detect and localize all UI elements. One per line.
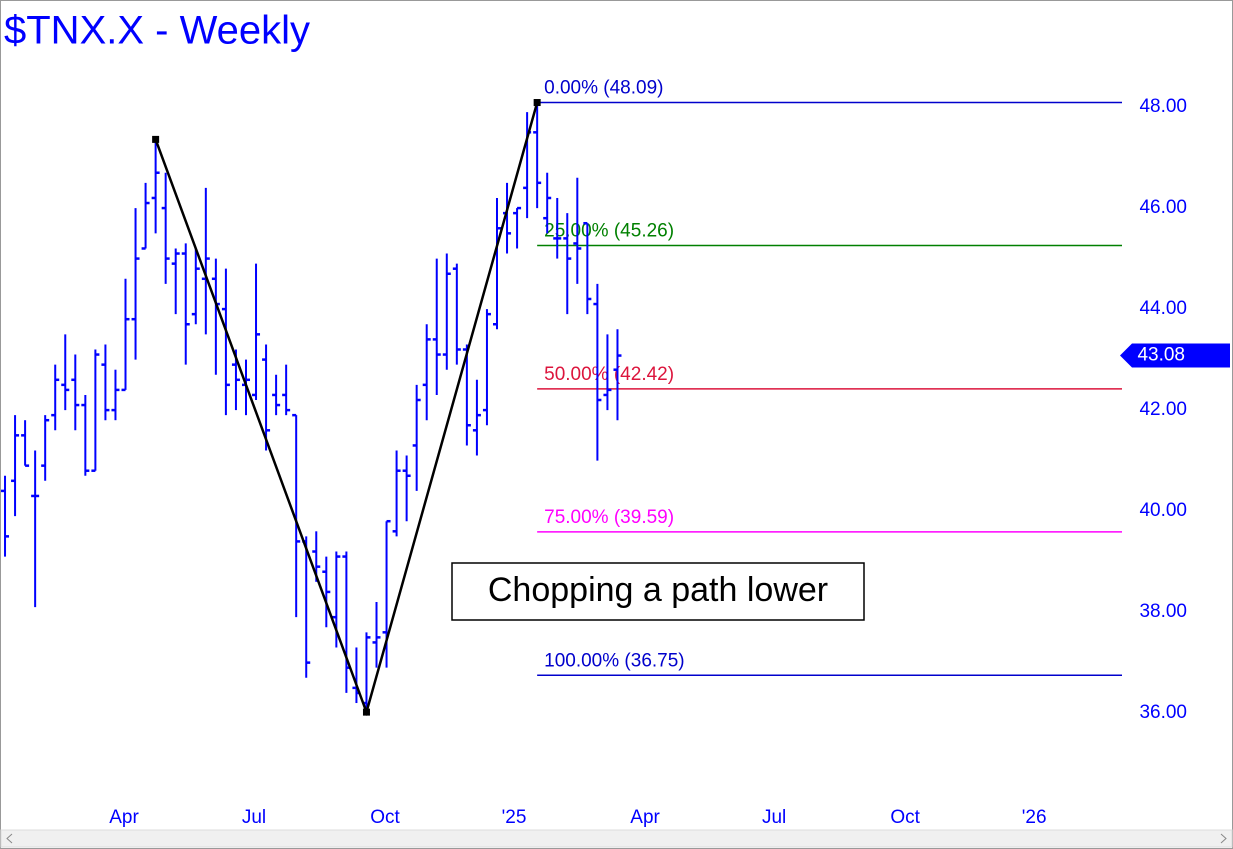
x-tick-label: Apr (109, 807, 139, 828)
level-label: 100.00% (36.75) (544, 650, 685, 671)
scroll-left[interactable] (6, 833, 13, 844)
last-price-label: 43.08 (1137, 345, 1185, 366)
plot: 36.00 38.00 40.00 42.00 44.00 46.00 48.00 Apr Ju… (1, 78, 1230, 828)
scrollbar[interactable] (0, 829, 1233, 848)
x-tick-label: '26 (1022, 807, 1047, 828)
x-tick-label: Oct (890, 807, 920, 828)
level-label: 50.00% (42.42) (544, 364, 674, 385)
x-tick-label: Jul (242, 807, 266, 828)
y-tick-label: 42.00 (1139, 399, 1187, 420)
annotation-box (451, 562, 865, 621)
y-tick-label: 44.00 (1139, 298, 1187, 319)
y-tick-label: 40.00 (1139, 500, 1187, 521)
level-label: 0.00% (48.09) (544, 78, 663, 99)
y-tick-label: 46.00 (1139, 197, 1187, 218)
y-tick-label: 48.00 (1139, 96, 1187, 117)
zigzag-point (533, 99, 541, 107)
zigzag-point (152, 135, 160, 143)
x-tick-label: Apr (630, 807, 660, 828)
annotation: Chopping a path lower (488, 571, 828, 609)
scroll-right[interactable] (1220, 833, 1227, 844)
scroll-track[interactable] (0, 829, 1233, 848)
x-tick-label: Jul (762, 807, 786, 828)
chart-title: $TNX.X - Weekly (4, 9, 310, 53)
x-tick-label: '25 (502, 807, 527, 828)
y-tick-label: 36.00 (1139, 702, 1187, 723)
x-tick-label: Oct (370, 807, 400, 828)
level-label: 75.00% (39.59) (544, 507, 674, 528)
y-tick-label: 38.00 (1139, 601, 1187, 622)
last-price-tag (1120, 343, 1230, 368)
zigzag-point (362, 708, 370, 716)
